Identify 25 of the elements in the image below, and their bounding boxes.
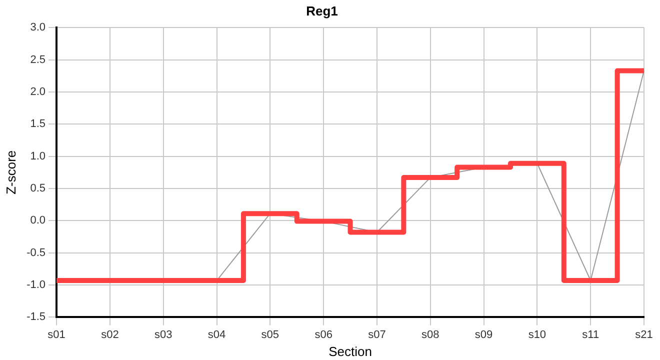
x-tick-label: s09 bbox=[474, 328, 493, 341]
x-tick-label: s03 bbox=[154, 328, 172, 341]
y-tick-label: 3.0 bbox=[30, 22, 46, 34]
x-tick-label: s21 bbox=[635, 328, 653, 341]
x-tick-label: s07 bbox=[368, 328, 386, 341]
chart-title: Reg1 bbox=[306, 3, 338, 18]
x-tick-label: s01 bbox=[48, 328, 66, 341]
y-tick-label: -1.5 bbox=[26, 311, 46, 324]
x-tick-label: s11 bbox=[582, 328, 600, 341]
x-tick-label: s02 bbox=[101, 328, 119, 341]
y-axis-title: Z-score bbox=[3, 150, 18, 194]
y-tick-label: 0.0 bbox=[30, 214, 46, 227]
y-tick-label: 2.0 bbox=[30, 86, 46, 98]
y-tick-label: 0.5 bbox=[30, 182, 46, 195]
y-tick-label: 1.0 bbox=[30, 150, 46, 162]
y-tick-label: -0.5 bbox=[26, 246, 46, 259]
y-tick-label: 2.5 bbox=[30, 54, 46, 66]
x-tick-label: s05 bbox=[261, 328, 280, 341]
x-axis-title: Section bbox=[328, 344, 372, 359]
x-tick-label: s04 bbox=[208, 328, 226, 341]
x-tick-label: s08 bbox=[422, 328, 440, 341]
y-tick-label: -1.0 bbox=[26, 279, 46, 292]
x-tick-label: s10 bbox=[528, 328, 546, 341]
y-tick-label: 1.5 bbox=[30, 118, 46, 130]
x-tick-label: s06 bbox=[314, 328, 332, 341]
